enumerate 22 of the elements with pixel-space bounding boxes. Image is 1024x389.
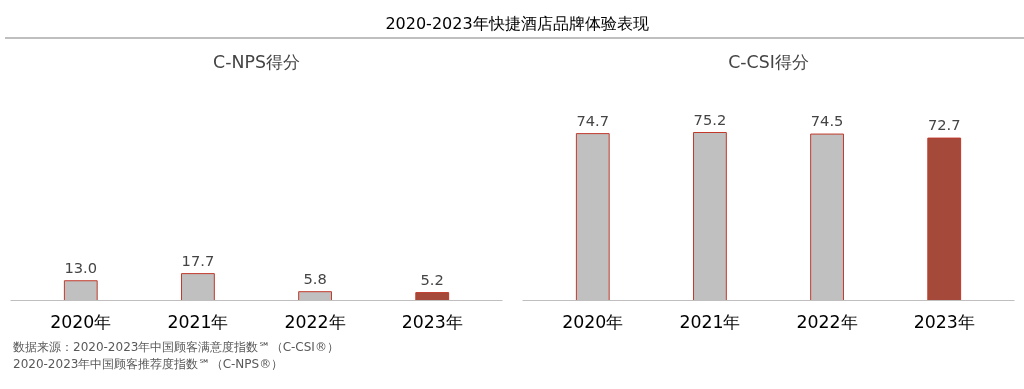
text: 2020-2023年中国顾客推荐度指数℠（C-NPS®） — [13, 357, 284, 372]
x-tick-label: 2020年 — [50, 311, 112, 332]
x-tick-label: 2023年 — [913, 311, 975, 332]
data-label: 5.8 — [303, 269, 327, 287]
chart-title: 2020-2023年快捷酒店品牌体验表现 — [385, 13, 649, 35]
x-tick-label: 2021年 — [679, 311, 741, 332]
chart-subtitle: C-NPS得分 — [213, 51, 300, 72]
data-label: 13.0 — [64, 258, 98, 276]
chart-subtitle: C-CSI得分 — [728, 51, 809, 72]
bar — [415, 292, 450, 301]
data-label: 74.5 — [810, 112, 844, 130]
x-tick-label: 2022年 — [796, 311, 858, 332]
x-tick-label: 2023年 — [401, 311, 463, 332]
source-note: 数据来源：2020-2023年中国顾客满意度指数℠（C-CSI®） — [13, 340, 339, 354]
x-tick-label: 2020年 — [562, 311, 624, 332]
data-label: 75.2 — [693, 110, 727, 128]
data-label: 17.7 — [181, 251, 215, 269]
data-label: 74.7 — [576, 111, 610, 129]
data-label: 5.2 — [420, 270, 444, 288]
x-tick-label: 2022年 — [284, 311, 346, 332]
data-label: 72.7 — [927, 116, 961, 134]
x-tick-label: 2021年 — [167, 311, 229, 332]
